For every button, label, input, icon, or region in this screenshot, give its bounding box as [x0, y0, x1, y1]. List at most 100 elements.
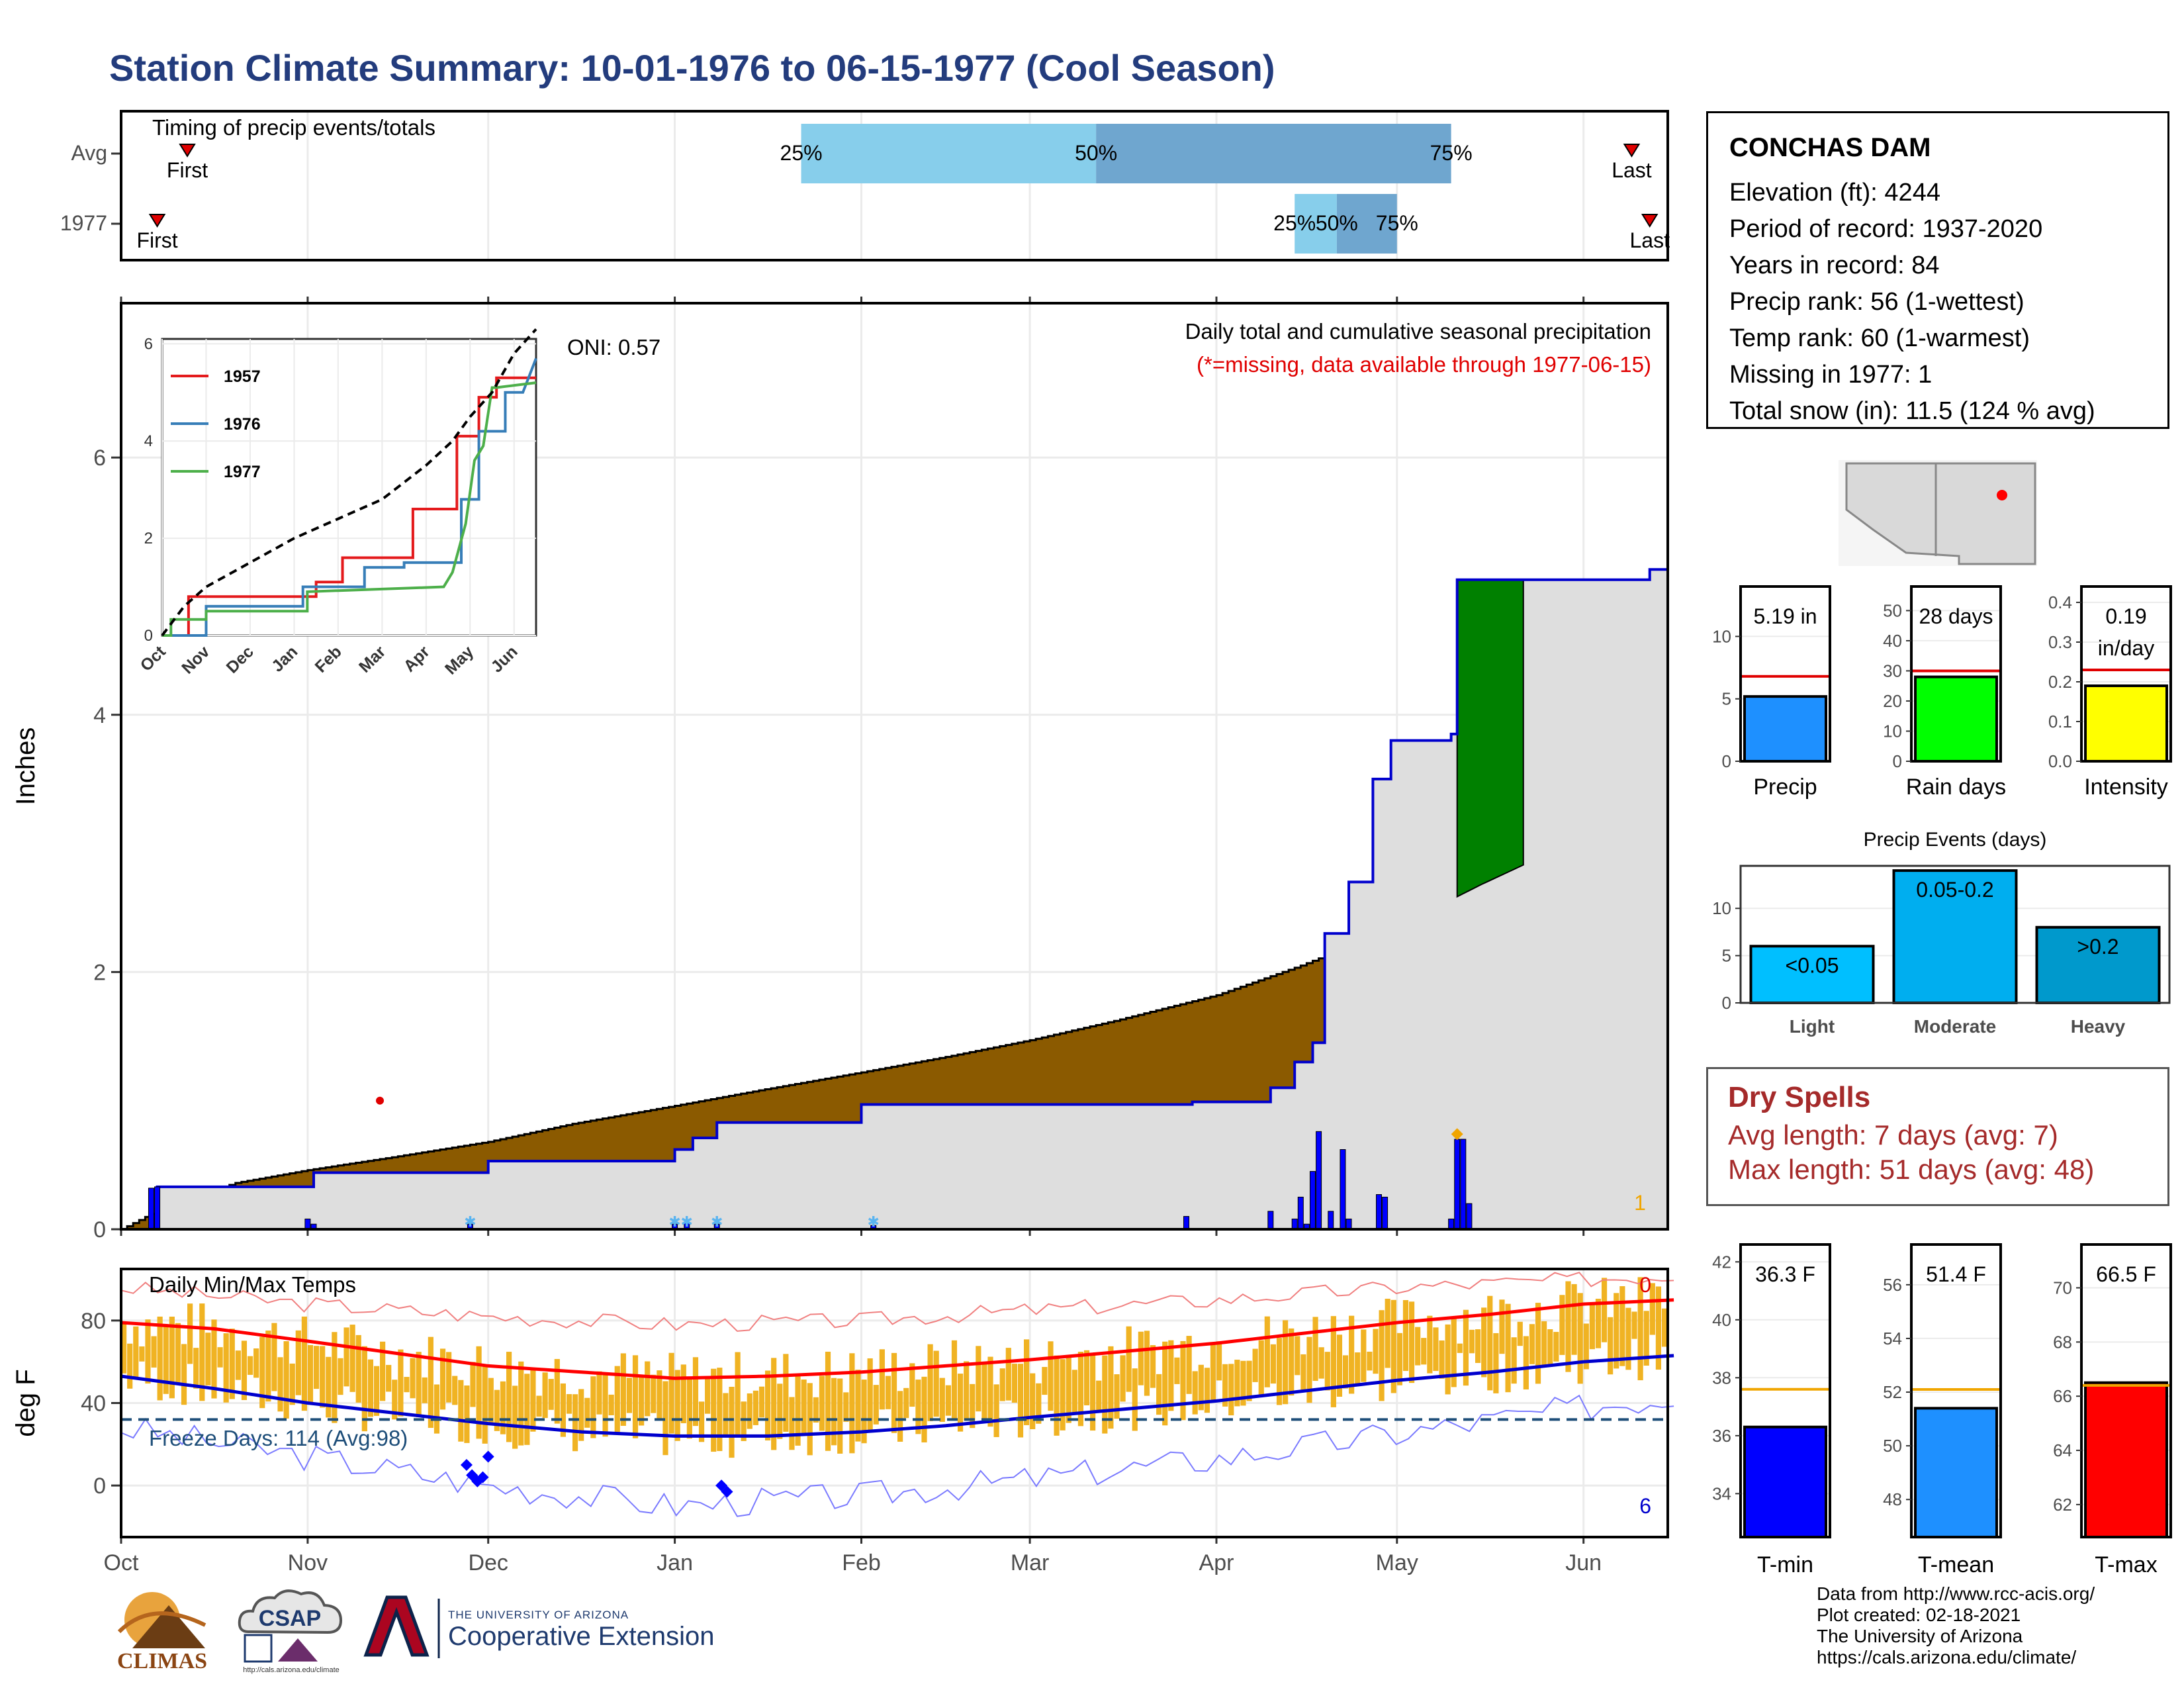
climas-logo-text: CLIMAS: [117, 1649, 207, 1673]
summary-ytick-label: 66: [2053, 1386, 2072, 1406]
summary-value-label: 51.4 F: [1926, 1262, 1986, 1286]
events-frame: [1739, 865, 2171, 1004]
temp-range-bar: [1090, 1354, 1096, 1431]
dry-spells-title: Dry Spells: [1728, 1081, 1871, 1113]
temp-range-bar: [705, 1379, 711, 1414]
inset-ytick-label: 0: [144, 627, 153, 645]
avg-max-line: [120, 1298, 1674, 1380]
station-info-line: Years in record: 84: [1729, 252, 1940, 279]
temp-range-bar: [1469, 1329, 1475, 1354]
timing-label-25: 25%: [780, 141, 823, 165]
summary-panel-frame: [2080, 585, 2172, 763]
main-subtitle: (*=missing, data available through 1977-…: [1197, 352, 1651, 377]
missing-count-label: 1: [1634, 1191, 1646, 1215]
temp-range-bar: [1228, 1364, 1234, 1416]
temp-range-bar: [758, 1386, 765, 1418]
temp-range-bar: [674, 1370, 680, 1441]
summary-ytick-label: 0.1: [2048, 712, 2072, 731]
temp-range-bar: [1336, 1335, 1343, 1397]
freeze-label: Freeze Days: 114 (Avg:98): [149, 1426, 408, 1450]
temp-range-bar: [1427, 1315, 1433, 1374]
temp-range-bar: [283, 1341, 289, 1419]
daily-precip-bar: [1316, 1131, 1322, 1230]
temp-range-bar: [223, 1333, 229, 1403]
temp-range-bar: [620, 1353, 626, 1426]
temp-range-bar: [548, 1379, 554, 1410]
temp-range-bar: [987, 1356, 993, 1427]
station-info-line: Period of record: 1937-2020: [1729, 215, 2043, 243]
temp-range-bar: [1114, 1374, 1120, 1419]
temp-range-bar: [313, 1346, 320, 1389]
summary-ytick-label: 38: [1712, 1368, 1731, 1387]
temp-range-bar: [349, 1325, 355, 1392]
temp-range-bar: [277, 1357, 283, 1412]
temp-range-bar: [554, 1358, 560, 1424]
temp-range-bar: [723, 1393, 729, 1435]
temp-range-bar: [1204, 1368, 1210, 1413]
temp-range-bar: [668, 1352, 674, 1434]
daily-precip-bar: [1448, 1218, 1455, 1230]
temp-range-bar: [145, 1319, 151, 1384]
temp-range-bar: [1608, 1317, 1614, 1375]
temp-range-bar: [1451, 1316, 1457, 1387]
summary-value-label: 36.3 F: [1755, 1262, 1815, 1286]
timing-label-50: 50%: [1075, 141, 1117, 165]
summary-bar: [1914, 1407, 1998, 1539]
temp-range-bar: [121, 1323, 127, 1374]
temp-range-bar: [193, 1348, 199, 1389]
temp-range-bar: [307, 1344, 314, 1404]
temp-range-bar: [1559, 1295, 1565, 1355]
summary-ytick-label: 50: [1883, 600, 1902, 620]
temp-range-bar: [1433, 1327, 1439, 1372]
temp-range-bar: [1487, 1295, 1493, 1391]
inset-series-line: [161, 328, 537, 637]
temp-range-bar: [1655, 1286, 1661, 1370]
temp-range-bar: [639, 1376, 645, 1426]
temp-range-bar: [1252, 1348, 1258, 1382]
temp-xtick-label: Apr: [1199, 1550, 1234, 1575]
events-ytick-label: 0: [1722, 993, 1731, 1013]
temp-range-bar: [578, 1389, 584, 1441]
temp-range-bar: [1174, 1357, 1180, 1384]
temp-range-bar: [433, 1384, 440, 1434]
temp-range-bar: [1083, 1350, 1090, 1406]
temp-range-bar: [957, 1374, 964, 1432]
summary-category-label: Rain days: [1906, 774, 2006, 800]
temp-range-bar: [891, 1352, 897, 1433]
temp-range-bar: [964, 1361, 970, 1421]
inset-legend-label: 1976: [224, 415, 261, 434]
summary-panel-frame: [1910, 1243, 2002, 1538]
temp-range-bar: [416, 1352, 422, 1417]
temp-range-bar: [151, 1336, 157, 1368]
temp-range-bar: [602, 1372, 608, 1437]
summary-ytick-label: 42: [1712, 1252, 1731, 1272]
temp-xtick-label: Jan: [657, 1550, 693, 1575]
temp-range-bar: [404, 1377, 410, 1393]
snow-icon: ✱: [867, 1213, 879, 1230]
climas-logo-mountain: [132, 1605, 205, 1648]
snow-icon: ✱: [464, 1213, 476, 1230]
snow-icon: ✱: [668, 1213, 680, 1230]
summary-panel-frame: [1910, 585, 2002, 763]
temp-range-bar: [825, 1351, 831, 1451]
temp-range-bar: [1216, 1341, 1222, 1381]
snow-icon: ✱: [711, 1213, 723, 1230]
temp-range-bar: [1553, 1332, 1559, 1362]
temp-range-bar: [1011, 1364, 1018, 1403]
observed-cumulative-line: [121, 561, 1669, 1231]
summary-ytick-label: 40: [1883, 631, 1902, 651]
credit-line: https://cals.arizona.edu/climate/: [1817, 1647, 2077, 1667]
temp-range-bar: [536, 1395, 542, 1417]
inset-ytick-label: 2: [144, 530, 153, 547]
summary-ytick-label: 0.0: [2048, 751, 2072, 771]
temp-range-bar: [1517, 1321, 1523, 1346]
credits: Data from http://www.rcc-acis.org/ Plot …: [1817, 1583, 2095, 1668]
temp-range-bar: [1361, 1329, 1367, 1382]
temp-range-bar: [752, 1390, 758, 1425]
temp-range-bar: [1312, 1317, 1318, 1382]
temp-range-bar: [1439, 1340, 1445, 1379]
summary-ytick-label: 20: [1883, 691, 1902, 711]
temp-range-bar: [1643, 1311, 1649, 1366]
daily-precip-bar: [1466, 1203, 1473, 1230]
timing-frame: [120, 110, 1669, 261]
